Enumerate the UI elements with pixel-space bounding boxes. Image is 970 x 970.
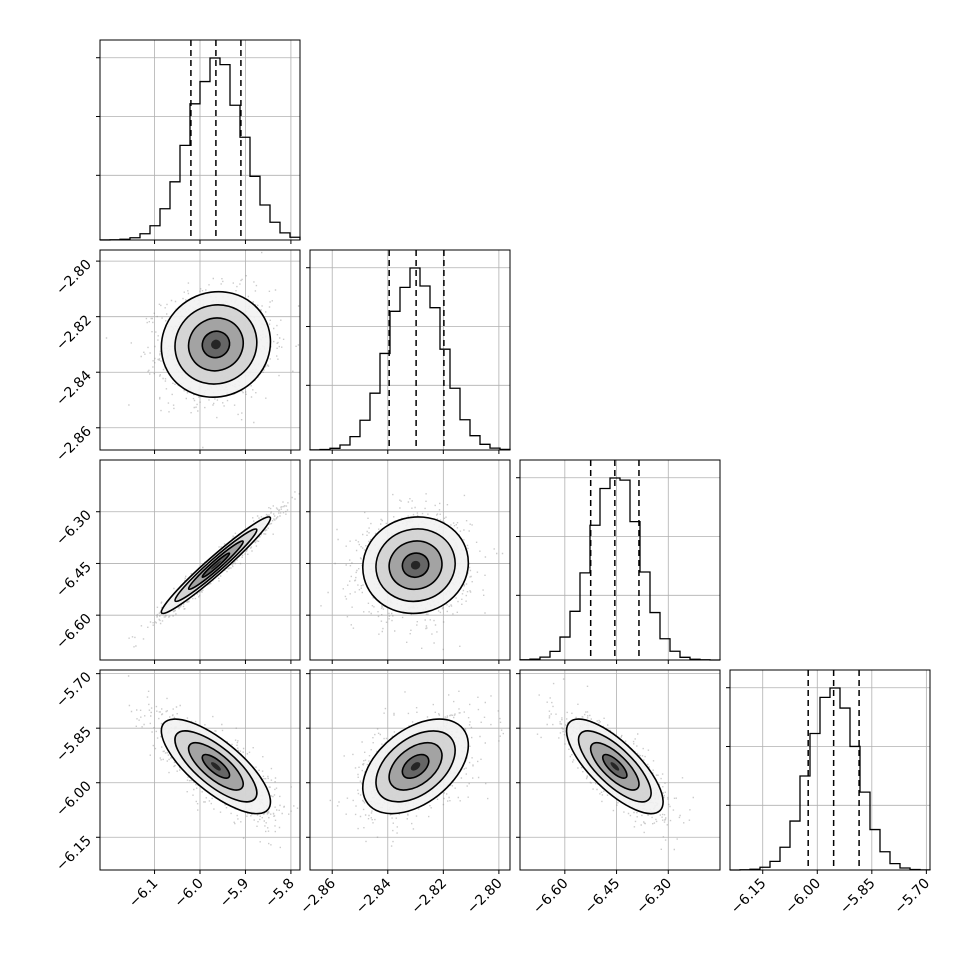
contour-line — [160, 290, 272, 399]
contour-line — [401, 552, 430, 579]
y-tick-label: −6.45 — [53, 559, 95, 601]
scatter-panel-1-0: −2.80 −2.82 −2.84 −2.86 — [53, 249, 301, 465]
contour-line — [160, 516, 272, 615]
x-tick-label: −5.8 — [262, 876, 297, 911]
density-fill — [410, 560, 421, 570]
scatter-panel-3-2: −6.60 −6.45 −6.30 — [516, 669, 721, 918]
contour-line — [201, 753, 231, 779]
contour-line — [589, 741, 640, 791]
x-tick-label: −5.70 — [892, 876, 934, 918]
contour-line — [187, 317, 244, 372]
y-tick-label: −5.70 — [53, 669, 95, 711]
contour-line — [388, 540, 443, 591]
contour-line — [174, 528, 258, 603]
x-tick-label: −6.00 — [782, 876, 824, 918]
x-tick-label: −6.15 — [728, 876, 770, 918]
x-tick-label: −6.45 — [582, 876, 624, 918]
contour-line — [201, 330, 231, 359]
y-tick-label: −6.00 — [53, 778, 95, 820]
y-tick-label: −6.60 — [53, 611, 95, 653]
y-tick-label: −2.82 — [53, 312, 95, 354]
contour-line — [201, 552, 231, 579]
x-tick-label: −2.86 — [297, 875, 339, 917]
contour-line — [174, 730, 258, 803]
scatter-panel-3-1: −2.86 −2.84 −2.82 −2.80 — [297, 669, 511, 918]
contour-line — [187, 741, 244, 791]
x-tick-label: −6.30 — [633, 876, 675, 918]
density-fill — [210, 560, 221, 570]
contour-line — [361, 516, 470, 615]
histogram-panel-1 — [306, 249, 511, 454]
y-tick-label: −5.85 — [53, 724, 95, 766]
panel-frame — [309, 669, 511, 871]
density-fill — [610, 762, 620, 771]
y-tick-label: −2.80 — [53, 257, 95, 299]
contour-line — [577, 730, 652, 803]
density-fill — [211, 339, 221, 350]
y-tick-label: −2.86 — [53, 423, 95, 465]
density-fill — [410, 762, 421, 771]
histogram-panel-3: −6.15 −6.00 −5.85 −5.70 — [726, 669, 934, 918]
contour-line — [565, 718, 664, 815]
x-tick-label: −2.80 — [464, 876, 506, 918]
panel-frame — [729, 669, 931, 871]
contour-line — [160, 718, 272, 815]
histogram-panel-0 — [96, 39, 301, 244]
x-tick-label: −2.84 — [353, 875, 395, 917]
contour-line — [388, 741, 443, 791]
x-tick-label: −5.9 — [217, 876, 252, 911]
contour-line — [361, 718, 470, 815]
x-tick-label: −2.82 — [409, 876, 451, 918]
contour-line — [401, 753, 430, 779]
scatter-panel-2-1 — [306, 459, 511, 664]
x-tick-label: −6.1 — [126, 876, 161, 911]
x-tick-label: −6.60 — [530, 876, 572, 918]
scatter-panel-3-0: −6.1 −6.0 −5.9 −5.8 −5.70 −5.85 −6.00 −6.15 — [53, 669, 301, 911]
x-tick-label: −6.0 — [171, 876, 206, 911]
scatter-panel-2-0: −6.30 −6.45 −6.60 — [53, 459, 301, 664]
panel-frame — [519, 669, 721, 871]
histogram-step-line — [729, 687, 931, 871]
y-tick-label: −6.30 — [53, 507, 95, 549]
panel-frame — [519, 459, 721, 661]
histogram-step-line — [309, 267, 511, 451]
y-tick-label: −6.15 — [53, 833, 95, 875]
contour-line — [375, 730, 456, 803]
y-tick-label: −2.84 — [53, 368, 95, 410]
panel-frame — [309, 459, 511, 661]
contour-line — [375, 528, 456, 603]
histogram-step-line — [519, 477, 721, 661]
contour-line — [174, 304, 258, 385]
histogram-step-line — [99, 57, 301, 241]
contour-line — [187, 540, 244, 591]
density-fill — [210, 762, 221, 771]
contour-line — [601, 753, 628, 779]
histogram-panel-2 — [516, 459, 721, 664]
panel-frame — [309, 249, 511, 451]
x-tick-label: −5.85 — [837, 876, 879, 918]
